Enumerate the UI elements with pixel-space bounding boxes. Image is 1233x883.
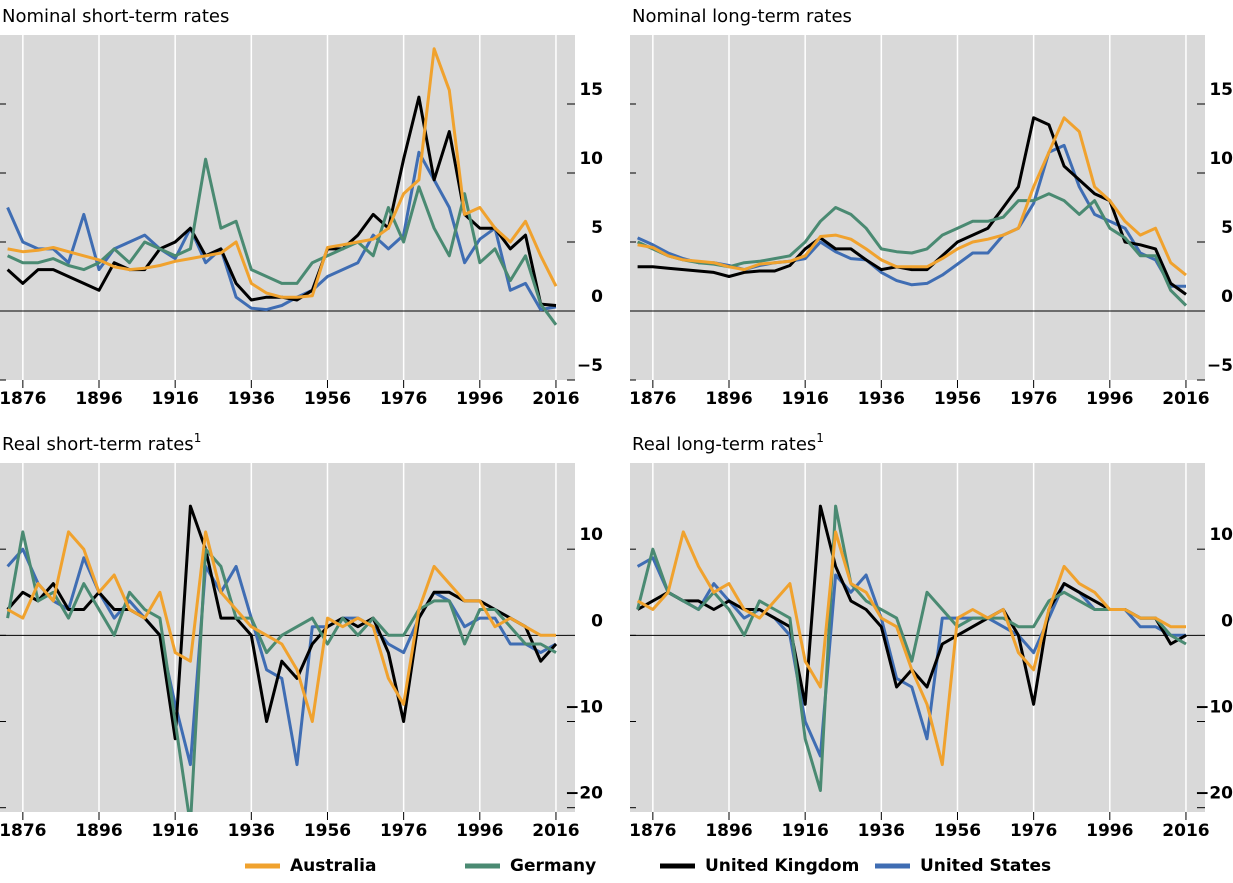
x-tick-label: 1916 [782, 389, 829, 409]
x-tick-label: 1936 [858, 821, 905, 841]
x-tick-label: 1896 [75, 821, 122, 841]
y-tick-label: 0 [591, 287, 603, 307]
y-tick-label: 5 [1221, 218, 1233, 238]
y-tick-label: 15 [579, 80, 603, 100]
y-tick-label: 0 [591, 611, 603, 631]
series-group [6, 504, 558, 812]
x-tick-label: 2016 [1162, 821, 1209, 841]
panel-title: Nominal short-term rates [2, 6, 229, 27]
panel-title: Real short-term rates1 [2, 431, 201, 456]
x-tick-label: 1876 [0, 389, 47, 409]
y-tick-label: −10 [1195, 698, 1233, 718]
y-tick-label: −5 [1207, 356, 1233, 376]
x-tick-label: 2016 [532, 821, 579, 841]
panel-title-text: Real long-term rates [632, 434, 816, 455]
y-tick-label: −5 [577, 356, 603, 376]
y-tick-label: 10 [1209, 149, 1233, 169]
series-line [6, 157, 558, 326]
x-tick-label: 1996 [1086, 389, 1133, 409]
panel-title-text: Nominal short-term rates [2, 6, 229, 27]
y-tick-label: 10 [579, 525, 603, 545]
legend-label: Germany [510, 856, 596, 876]
x-tick-label: 2016 [1162, 389, 1209, 409]
series-line [637, 116, 1187, 296]
x-tick-label: 1976 [380, 821, 427, 841]
x-tick-label: 1996 [456, 821, 503, 841]
panel-title: Nominal long-term rates [632, 6, 852, 27]
x-tick-label: 1916 [782, 821, 829, 841]
plot-area [0, 35, 575, 380]
legend-label: Australia [290, 856, 377, 876]
panel-title-text: Nominal long-term rates [632, 6, 852, 27]
x-tick-label: 1936 [228, 821, 275, 841]
x-tick-label: 1976 [1010, 821, 1057, 841]
series-line [7, 47, 558, 299]
x-tick-label: 1916 [152, 389, 199, 409]
x-tick-label: 1936 [858, 389, 905, 409]
y-tick-label: 15 [1209, 80, 1233, 100]
x-tick-label: 1876 [629, 389, 676, 409]
x-tick-label: 1916 [152, 821, 199, 841]
x-tick-label: 1876 [629, 821, 676, 841]
x-tick-label: 1936 [228, 389, 275, 409]
x-tick-label: 1996 [1086, 821, 1133, 841]
panel-title: Real long-term rates1 [632, 431, 824, 456]
x-tick-label: 1976 [1010, 389, 1057, 409]
series-line [636, 504, 1187, 792]
y-tick-label: 10 [579, 149, 603, 169]
x-tick-label: 1956 [934, 389, 981, 409]
series-line [636, 530, 1186, 767]
y-tick-label: 10 [1209, 525, 1233, 545]
y-tick-label: 0 [1221, 287, 1233, 307]
y-tick-label: −20 [1195, 784, 1233, 804]
panel-title-text: Real short-term rates [2, 434, 194, 455]
series-group [636, 504, 1187, 792]
y-tick-label: −20 [565, 784, 603, 804]
y-tick-label: 5 [591, 218, 603, 238]
plot-area [0, 463, 575, 812]
series-line [6, 530, 557, 812]
series-group [6, 47, 558, 326]
footnote-marker: 1 [816, 431, 824, 445]
series-line [6, 530, 556, 723]
series-line [6, 150, 557, 312]
x-tick-label: 1896 [705, 821, 752, 841]
x-tick-label: 2016 [532, 389, 579, 409]
x-tick-label: 1956 [934, 821, 981, 841]
x-tick-label: 1896 [75, 389, 122, 409]
x-tick-label: 1956 [304, 389, 351, 409]
x-tick-label: 1956 [304, 821, 351, 841]
series-line [637, 116, 1187, 277]
x-tick-label: 1996 [456, 389, 503, 409]
x-tick-label: 1896 [705, 389, 752, 409]
x-tick-label: 1976 [380, 389, 427, 409]
y-tick-label: −10 [565, 698, 603, 718]
plot-area [630, 35, 1205, 380]
x-tick-label: 1876 [0, 821, 47, 841]
footnote-marker: 1 [194, 431, 202, 445]
series-group [636, 116, 1188, 307]
legend-label: United Kingdom [705, 856, 859, 876]
y-tick-label: 0 [1221, 611, 1233, 631]
legend-label: United States [920, 856, 1051, 876]
